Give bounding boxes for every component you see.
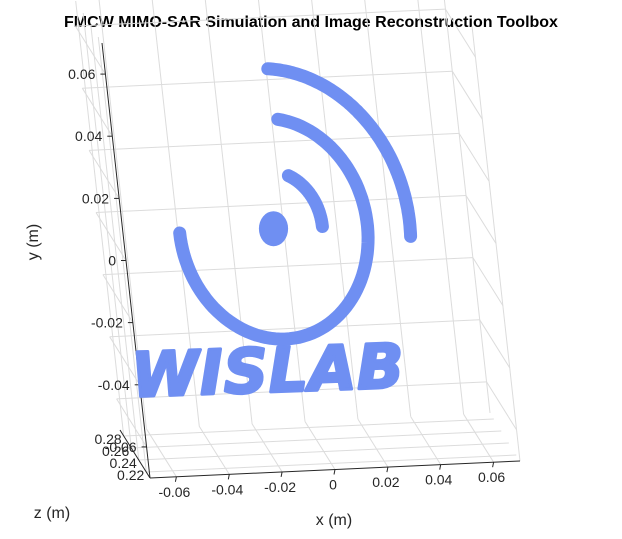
z-tick-label: 0.26 xyxy=(102,443,129,459)
tick-labels: -0.06 -0.04 -0.02 0 0.02 0.04 0.06 0.06 0.04 0.02… xyxy=(68,66,505,500)
grid-line xyxy=(75,0,125,437)
x-tick-label: 0 xyxy=(329,477,337,493)
grid-line xyxy=(95,212,127,261)
grid-line xyxy=(463,413,495,463)
axes xyxy=(100,42,521,482)
point-cloud: WISLAB xyxy=(129,62,418,413)
x-tick-label: -0.04 xyxy=(211,481,243,497)
grid-line xyxy=(471,25,521,462)
z-tick-label: 0.28 xyxy=(94,431,121,447)
grid-line xyxy=(88,150,120,199)
y-tick-label: -0.04 xyxy=(98,377,130,393)
x-tick-mark xyxy=(227,474,230,480)
grid-line xyxy=(472,257,504,306)
grid-line xyxy=(145,428,177,478)
grid-line xyxy=(479,319,511,369)
arc-1 xyxy=(281,169,329,233)
x-tick-mark xyxy=(333,469,336,475)
grid-line xyxy=(486,381,518,431)
grid-line xyxy=(131,430,502,449)
grid-line xyxy=(109,336,141,386)
grid-line xyxy=(90,24,140,461)
y-tick-label: 0 xyxy=(108,253,116,269)
grid-line xyxy=(82,12,132,449)
arc-2 xyxy=(173,112,375,346)
z-axis-line xyxy=(119,429,151,479)
y-tick-label: -0.02 xyxy=(91,315,123,331)
z-tick-label: 0.22 xyxy=(117,467,144,483)
grid-line xyxy=(451,70,483,120)
x-tick-label: -0.06 xyxy=(158,484,190,500)
x-tick-label: 0.06 xyxy=(478,469,505,485)
grid-line xyxy=(304,421,336,470)
y-tick-label: 0.06 xyxy=(68,66,95,82)
z-axis-label: z (m) xyxy=(34,505,70,522)
grid-line xyxy=(410,416,442,465)
x-tick-mark xyxy=(174,476,177,482)
x-axis-label: x (m) xyxy=(316,512,352,529)
wislab-text: WISLAB xyxy=(130,331,406,411)
grid-line xyxy=(81,87,113,137)
grid-line xyxy=(89,132,460,151)
x-tick-label: 0.04 xyxy=(425,472,452,488)
grid-line xyxy=(102,274,134,323)
grid-line xyxy=(74,25,106,75)
grid-line xyxy=(97,36,147,473)
grid-line xyxy=(458,133,490,182)
x-tick-mark xyxy=(280,471,283,477)
y-axis-label: y (m) xyxy=(25,224,42,260)
grid-line xyxy=(146,454,517,473)
grid-line xyxy=(116,398,148,448)
x-tick-label: 0.02 xyxy=(372,474,399,490)
grid-line xyxy=(444,8,476,58)
x-tick-mark xyxy=(492,462,495,468)
grid-line xyxy=(138,442,509,461)
grid-line xyxy=(123,418,494,437)
z-tick-label: 0.24 xyxy=(110,455,137,471)
x-tick-label: -0.02 xyxy=(264,479,296,495)
grid-line xyxy=(465,195,497,244)
y-tick-label: -0.06 xyxy=(105,439,137,455)
grid-line xyxy=(75,8,446,27)
center-dot xyxy=(258,211,289,247)
x-tick-mark xyxy=(439,464,442,470)
grid-line xyxy=(417,0,465,415)
grid-line xyxy=(251,423,283,473)
chart-title: FMCW MIMO-SAR Simulation and Image Recon… xyxy=(64,14,558,31)
grid-line xyxy=(443,0,491,414)
grid-line xyxy=(102,257,473,276)
grid-line xyxy=(357,418,389,468)
grid-line xyxy=(109,319,480,338)
y-tick-label: 0.04 xyxy=(75,128,102,144)
y-tick-label: 0.02 xyxy=(82,190,109,206)
grid-line xyxy=(116,381,487,400)
grid-line xyxy=(198,426,230,475)
arc-3 xyxy=(261,62,418,243)
x-tick-mark xyxy=(386,467,389,473)
grid-line xyxy=(82,70,453,89)
